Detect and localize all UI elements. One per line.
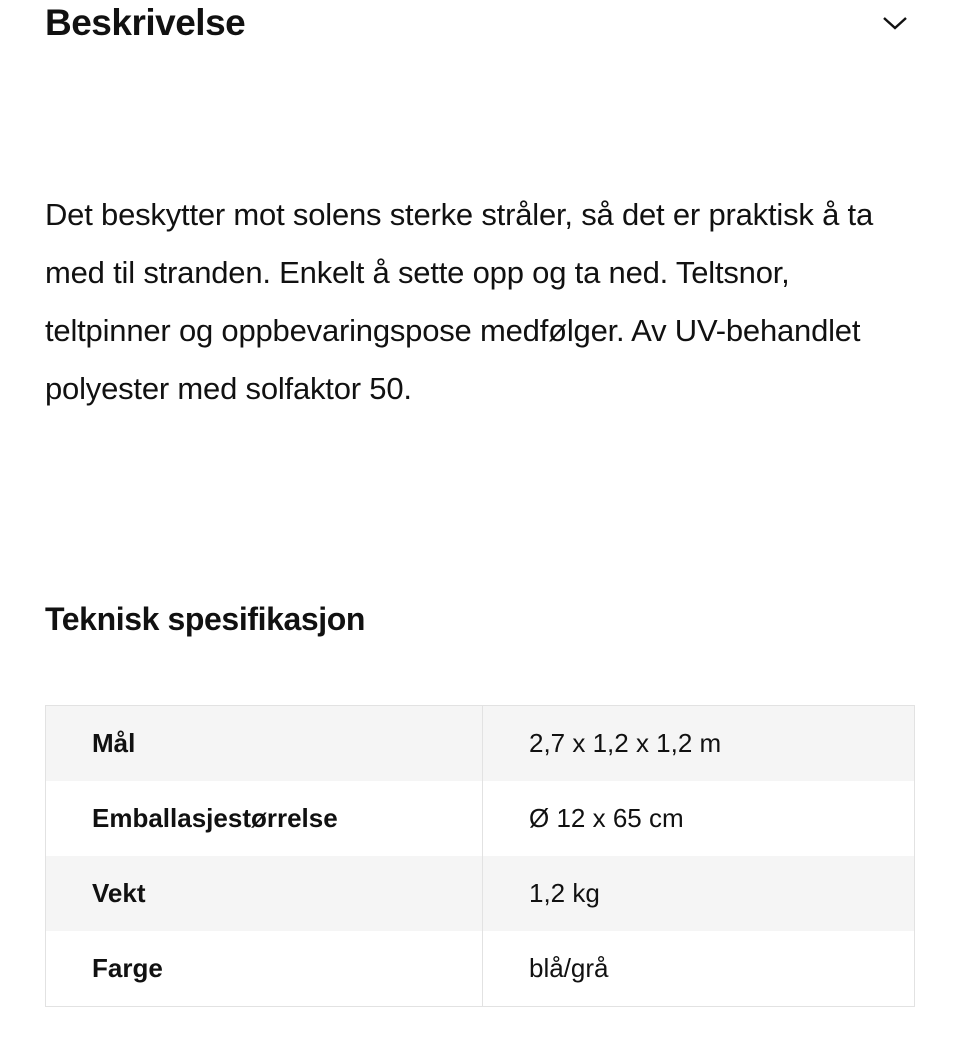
spec-label: Farge [45, 931, 483, 1007]
spec-value: 2,7 x 1,2 x 1,2 m [482, 705, 915, 781]
specs-title: Teknisk spesifikasjon [45, 601, 366, 637]
table-row: Mål 2,7 x 1,2 x 1,2 m [45, 705, 915, 781]
chevron-down-icon[interactable] [875, 3, 915, 43]
spec-label: Emballasjestørrelse [45, 781, 483, 856]
specs-table: Mål 2,7 x 1,2 x 1,2 m Emballasjestørrels… [45, 705, 915, 1007]
spec-value: 1,2 kg [482, 856, 915, 931]
table-row: Vekt 1,2 kg [45, 856, 915, 931]
spec-value: blå/grå [529, 953, 609, 983]
spec-label: Mål [45, 705, 483, 781]
description-text: Det beskytter mot solens sterke stråler,… [45, 197, 873, 406]
spec-value: Ø 12 x 65 cm [529, 803, 684, 833]
table-row: Emballasjestørrelse Ø 12 x 65 cm [45, 781, 915, 856]
description-accordion-header[interactable]: Beskrivelse [45, 0, 915, 46]
table-row: Farge blå/grå [45, 931, 915, 1007]
spec-label: Vekt [45, 856, 483, 931]
description-title: Beskrivelse [45, 2, 246, 43]
